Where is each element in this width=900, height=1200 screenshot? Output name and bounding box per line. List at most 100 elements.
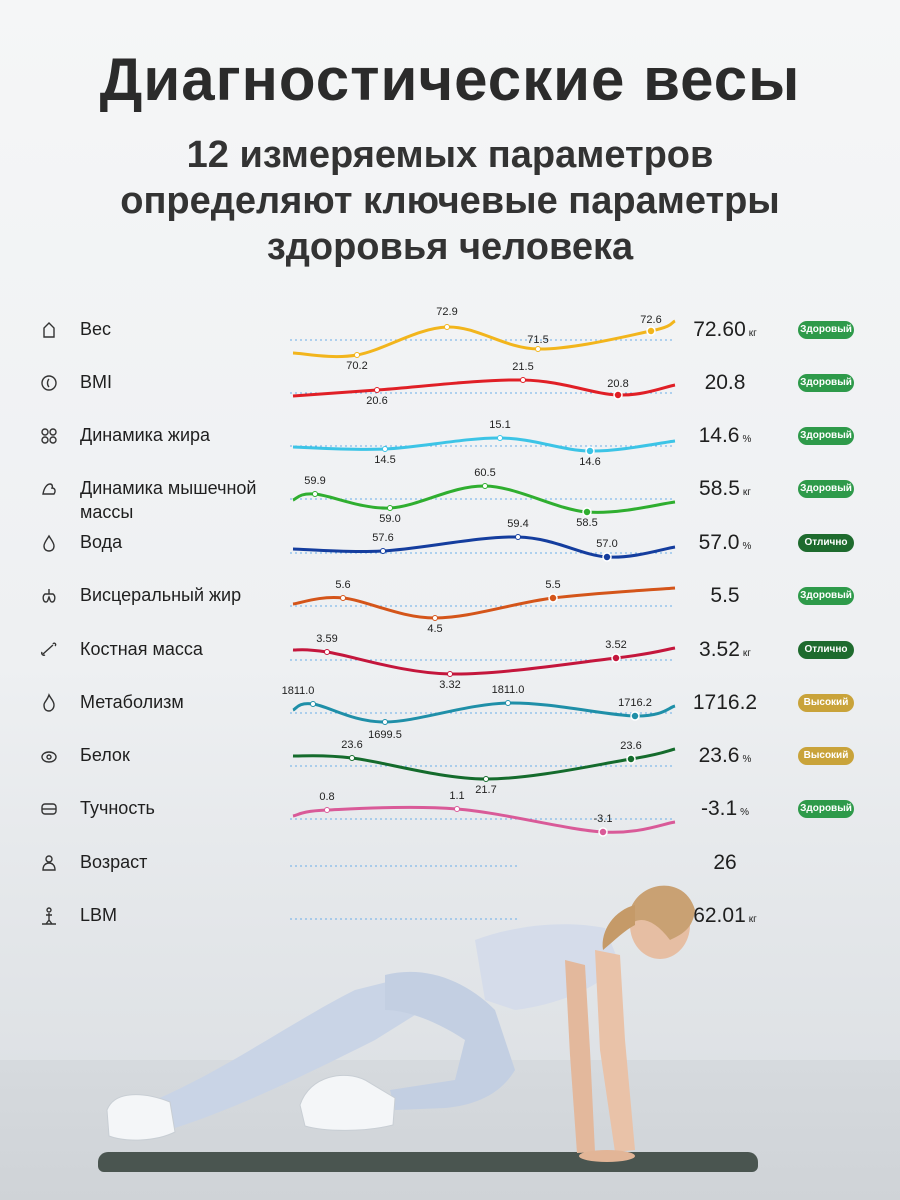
data-point-label: 4.5 xyxy=(427,623,442,635)
status-badge: Здоровый xyxy=(798,427,854,445)
value-unit: % xyxy=(742,541,752,552)
data-point xyxy=(520,377,526,383)
data-point xyxy=(602,552,612,562)
trend-chart: 3.59 3.32 3.52 xyxy=(290,633,676,691)
data-point xyxy=(535,346,541,352)
data-point-label: 5.6 xyxy=(335,579,350,591)
fat-icon xyxy=(38,425,60,447)
parameter-value: 62.01 кг xyxy=(660,903,790,933)
data-point xyxy=(483,776,489,782)
data-point-label: -3.1 xyxy=(594,813,613,825)
data-point xyxy=(454,806,460,812)
data-point-label: 59.4 xyxy=(507,518,528,530)
parameter-label: Висцеральный жир xyxy=(80,585,242,605)
data-point-label: 0.8 xyxy=(319,791,334,803)
data-point xyxy=(548,593,558,603)
data-point xyxy=(582,507,592,517)
status-badge: Высокий xyxy=(798,747,854,765)
value-number: 20.8 xyxy=(704,371,746,394)
water-drop-icon xyxy=(38,532,60,554)
data-point xyxy=(374,387,380,393)
data-point-label: 71.5 xyxy=(527,334,548,346)
flame-icon xyxy=(38,692,60,714)
trend-chart: 1811.0 1699.5 1811.0 1716.2 xyxy=(282,684,676,741)
parameter-label: Тучность xyxy=(80,798,155,818)
data-point xyxy=(324,807,330,813)
value-number: -3.1 xyxy=(700,797,738,820)
data-point xyxy=(312,491,318,497)
parameter-row: Метаболизм 1811.0 1699.5 1811.0 1716.2 1716.2… xyxy=(0,680,900,741)
trend-chart: 20.6 21.5 20.8 xyxy=(290,361,676,407)
data-point-label: 72.6 xyxy=(640,314,661,326)
value-unit: % xyxy=(742,754,752,765)
parameter-value: 14.6% xyxy=(660,423,790,453)
trend-chart xyxy=(290,865,520,867)
value-number: 1716.2 xyxy=(692,691,758,714)
value-unit: кг xyxy=(748,914,757,925)
page-subtitle: 12 измеряемых параметров определяют ключ… xyxy=(0,132,900,270)
trend-line xyxy=(292,586,676,620)
parameter-label: Метаболизм xyxy=(80,692,184,712)
status-badge: Здоровый xyxy=(798,800,854,818)
bone-icon xyxy=(38,639,60,661)
data-point xyxy=(630,711,640,721)
status-badge: Здоровый xyxy=(798,480,854,498)
athlete-illustration xyxy=(106,885,695,1162)
parameter-label: Белок xyxy=(80,745,130,765)
trend-line xyxy=(292,747,676,781)
parameter-value: 1716.2 xyxy=(660,690,790,716)
trend-line xyxy=(292,436,676,453)
data-point-label: 5.5 xyxy=(545,579,560,591)
parameter-value: 23.6% xyxy=(660,743,790,773)
data-point-label: 57.0 xyxy=(596,538,617,550)
data-point xyxy=(387,505,393,511)
status-badge: Здоровый xyxy=(798,374,854,392)
value-unit: кг xyxy=(742,648,751,659)
parameter-row: Динамика жира 14.5 15.1 14.6 14.6% Здоровый xyxy=(0,413,900,468)
parameter-row: Тучность 0.8 1.1 -3.1 -3.1% Здоровый xyxy=(0,786,900,838)
data-point-label: 1811.0 xyxy=(492,684,525,696)
data-point-label: 59.0 xyxy=(379,513,400,525)
data-point-label: 72.9 xyxy=(436,306,457,318)
data-point xyxy=(598,827,608,837)
parameter-label: Вес xyxy=(80,319,112,339)
data-point-label: 1.1 xyxy=(449,790,464,802)
lbm-icon xyxy=(38,905,60,927)
data-point-label: 3.59 xyxy=(316,633,337,645)
parameter-row: Висцеральный жир 5.6 4.5 5.5 5.5 Здоровый xyxy=(0,573,900,635)
data-point xyxy=(340,595,346,601)
value-number: 3.52 xyxy=(699,638,740,661)
parameter-row: Костная масса 3.59 3.32 3.52 3.52 кг Отлично xyxy=(0,627,900,691)
parameter-row: Возраст 26 xyxy=(0,840,900,892)
parameter-label: Динамика жира xyxy=(80,425,211,445)
value-number: 58.5 xyxy=(699,477,740,500)
parameter-label: Возраст xyxy=(80,852,148,872)
parameter-row: BMI 20.6 21.5 20.8 20.8 Здоровый xyxy=(0,360,900,412)
trend-line xyxy=(292,319,676,359)
trend-chart: 59.9 59.0 60.5 58.5 xyxy=(290,467,676,529)
header: Диагностические весы 12 измеряемых парам… xyxy=(0,40,900,270)
data-point-label: 59.9 xyxy=(304,475,325,487)
data-point-label: 1716.2 xyxy=(618,697,652,709)
data-point xyxy=(382,719,388,725)
data-point-label: 20.8 xyxy=(607,378,628,390)
data-point-label: 3.52 xyxy=(605,639,626,651)
parameter-label: Костная масса xyxy=(80,639,203,659)
data-point-label: 3.32 xyxy=(439,679,460,691)
parameter-value: 58.5 кг xyxy=(660,476,790,506)
value-number: 57.0 xyxy=(698,531,740,554)
value-number: 26 xyxy=(713,851,737,874)
parameter-value: 72.60 кг xyxy=(660,317,790,347)
trend-line xyxy=(292,805,676,834)
subtitle-line-1: 12 измеряемых параметров xyxy=(186,134,714,176)
data-point xyxy=(626,754,636,764)
value-number: 14.6 xyxy=(698,424,740,447)
parameter-list: Вес 70.2 72.9 71.5 72.6 72.60 кг Здоровый BMI 20.… xyxy=(0,300,900,980)
value-number: 5.5 xyxy=(710,584,740,607)
subtitle-line-2: определяют ключевые параметры xyxy=(120,180,780,222)
data-point xyxy=(482,483,488,489)
data-point-label: 23.6 xyxy=(341,739,362,751)
value-unit: % xyxy=(740,807,750,818)
data-point xyxy=(515,534,521,540)
data-point xyxy=(324,649,330,655)
